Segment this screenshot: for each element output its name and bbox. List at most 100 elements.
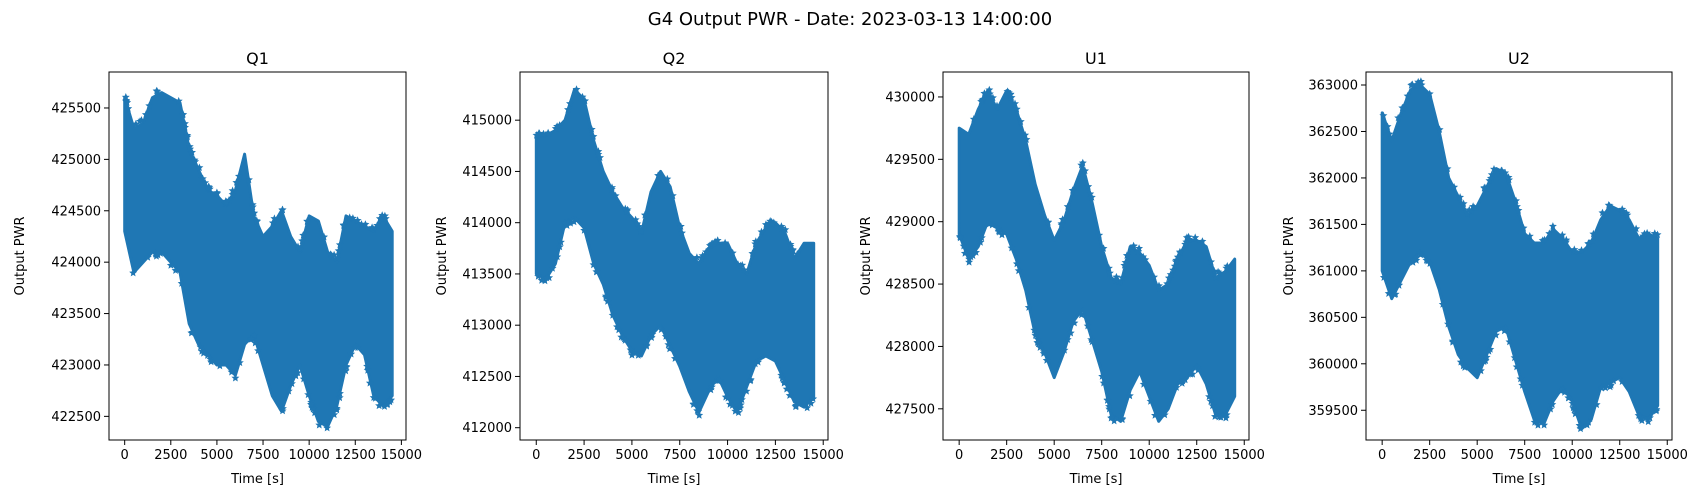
data-point	[1569, 403, 1578, 412]
data-point	[728, 248, 737, 257]
data-point	[1042, 356, 1051, 364]
data-point	[122, 96, 131, 104]
data-point	[330, 250, 339, 259]
data-point	[780, 377, 789, 386]
data-point	[299, 374, 308, 383]
data-point	[1444, 319, 1452, 328]
y-tick-label: 429500	[885, 153, 935, 168]
x-tick-label: 15000	[1224, 448, 1265, 463]
data-point	[601, 291, 610, 300]
data-point	[788, 246, 797, 255]
data-point	[621, 336, 630, 344]
data-point	[1083, 321, 1092, 330]
data-point	[166, 261, 175, 269]
y-tick-label: 425000	[51, 153, 101, 168]
data-point	[1022, 135, 1031, 143]
data-point	[1546, 404, 1555, 413]
data-point	[234, 172, 243, 180]
data-point	[969, 115, 978, 123]
data-point	[1634, 411, 1643, 419]
data-point	[1060, 346, 1069, 354]
x-tick-label: 7500	[1085, 448, 1118, 463]
data-point	[293, 368, 302, 377]
data-point	[174, 96, 183, 105]
data-point	[1063, 335, 1072, 343]
data-point	[556, 238, 565, 246]
data-point	[121, 93, 130, 101]
data-point	[1601, 383, 1610, 392]
data-point	[1577, 246, 1586, 254]
data-point	[592, 267, 601, 276]
data-point	[1086, 189, 1095, 198]
y-tick-label: 429000	[885, 215, 935, 230]
data-point	[1078, 158, 1087, 167]
data-point	[1040, 347, 1048, 356]
data-point	[1160, 410, 1169, 419]
data-point	[607, 185, 616, 193]
data-point	[1576, 421, 1585, 429]
data-point	[1501, 168, 1510, 177]
data-point	[648, 330, 657, 338]
data-point	[227, 367, 236, 376]
data-point	[1088, 337, 1097, 346]
data-point	[1164, 273, 1173, 282]
data-point	[1585, 239, 1593, 247]
data-point	[1129, 242, 1138, 250]
data-point	[124, 104, 133, 112]
data-point	[1644, 417, 1653, 426]
data-point	[235, 358, 244, 367]
subplot-title: Q1	[246, 49, 269, 68]
data-point	[334, 246, 343, 255]
y-tick-label: 412500	[462, 370, 512, 385]
data-point	[378, 211, 387, 219]
y-tick-label: 413000	[462, 319, 512, 334]
y-tick-label: 412000	[462, 421, 512, 436]
data-point	[1545, 229, 1554, 237]
data-point	[998, 230, 1006, 239]
data-point	[664, 340, 673, 349]
data-point	[555, 242, 564, 251]
data-point	[1150, 272, 1158, 281]
data-point	[977, 233, 986, 242]
data-point	[1512, 362, 1521, 371]
x-tick-label: 2500	[990, 448, 1023, 463]
data-point	[1456, 357, 1465, 366]
data-point	[769, 218, 778, 227]
data-point	[1510, 353, 1519, 362]
data-point	[1172, 383, 1181, 391]
x-tick-label: 5000	[615, 448, 648, 463]
data-point	[532, 131, 541, 139]
data-point	[1514, 206, 1523, 214]
data-point	[1172, 256, 1181, 264]
x-tick-label: 5000	[200, 448, 233, 463]
data-point	[201, 178, 210, 187]
data-point	[1606, 382, 1615, 391]
data-point	[786, 242, 795, 250]
data-point	[1487, 170, 1496, 179]
y-tick-label: 413500	[462, 267, 512, 282]
data-point	[1618, 377, 1627, 385]
x-tick-label: 0	[121, 448, 129, 463]
data-point	[278, 205, 287, 214]
data-point	[1186, 370, 1195, 378]
data-point	[320, 232, 328, 241]
data-point	[1604, 201, 1613, 209]
data-point	[736, 261, 745, 270]
data-point	[1408, 258, 1417, 266]
data-point	[171, 266, 180, 274]
data-point	[253, 217, 261, 225]
data-point	[1592, 400, 1601, 409]
data-point	[1007, 243, 1016, 252]
data-point	[196, 342, 205, 351]
data-point	[145, 101, 154, 110]
data-point	[988, 220, 997, 229]
x-tick-label: 7500	[663, 448, 696, 463]
data-point	[1632, 224, 1641, 233]
data-point	[622, 207, 631, 215]
subplot-u2: U2 Time [s] Output PWR 0 2500 5000 7500 1000…	[1282, 49, 1688, 487]
y-tick-label: 423000	[51, 358, 101, 373]
data-point	[587, 125, 596, 133]
data-point	[1155, 281, 1163, 290]
data-cloud	[957, 89, 1237, 423]
data-point	[303, 217, 312, 226]
